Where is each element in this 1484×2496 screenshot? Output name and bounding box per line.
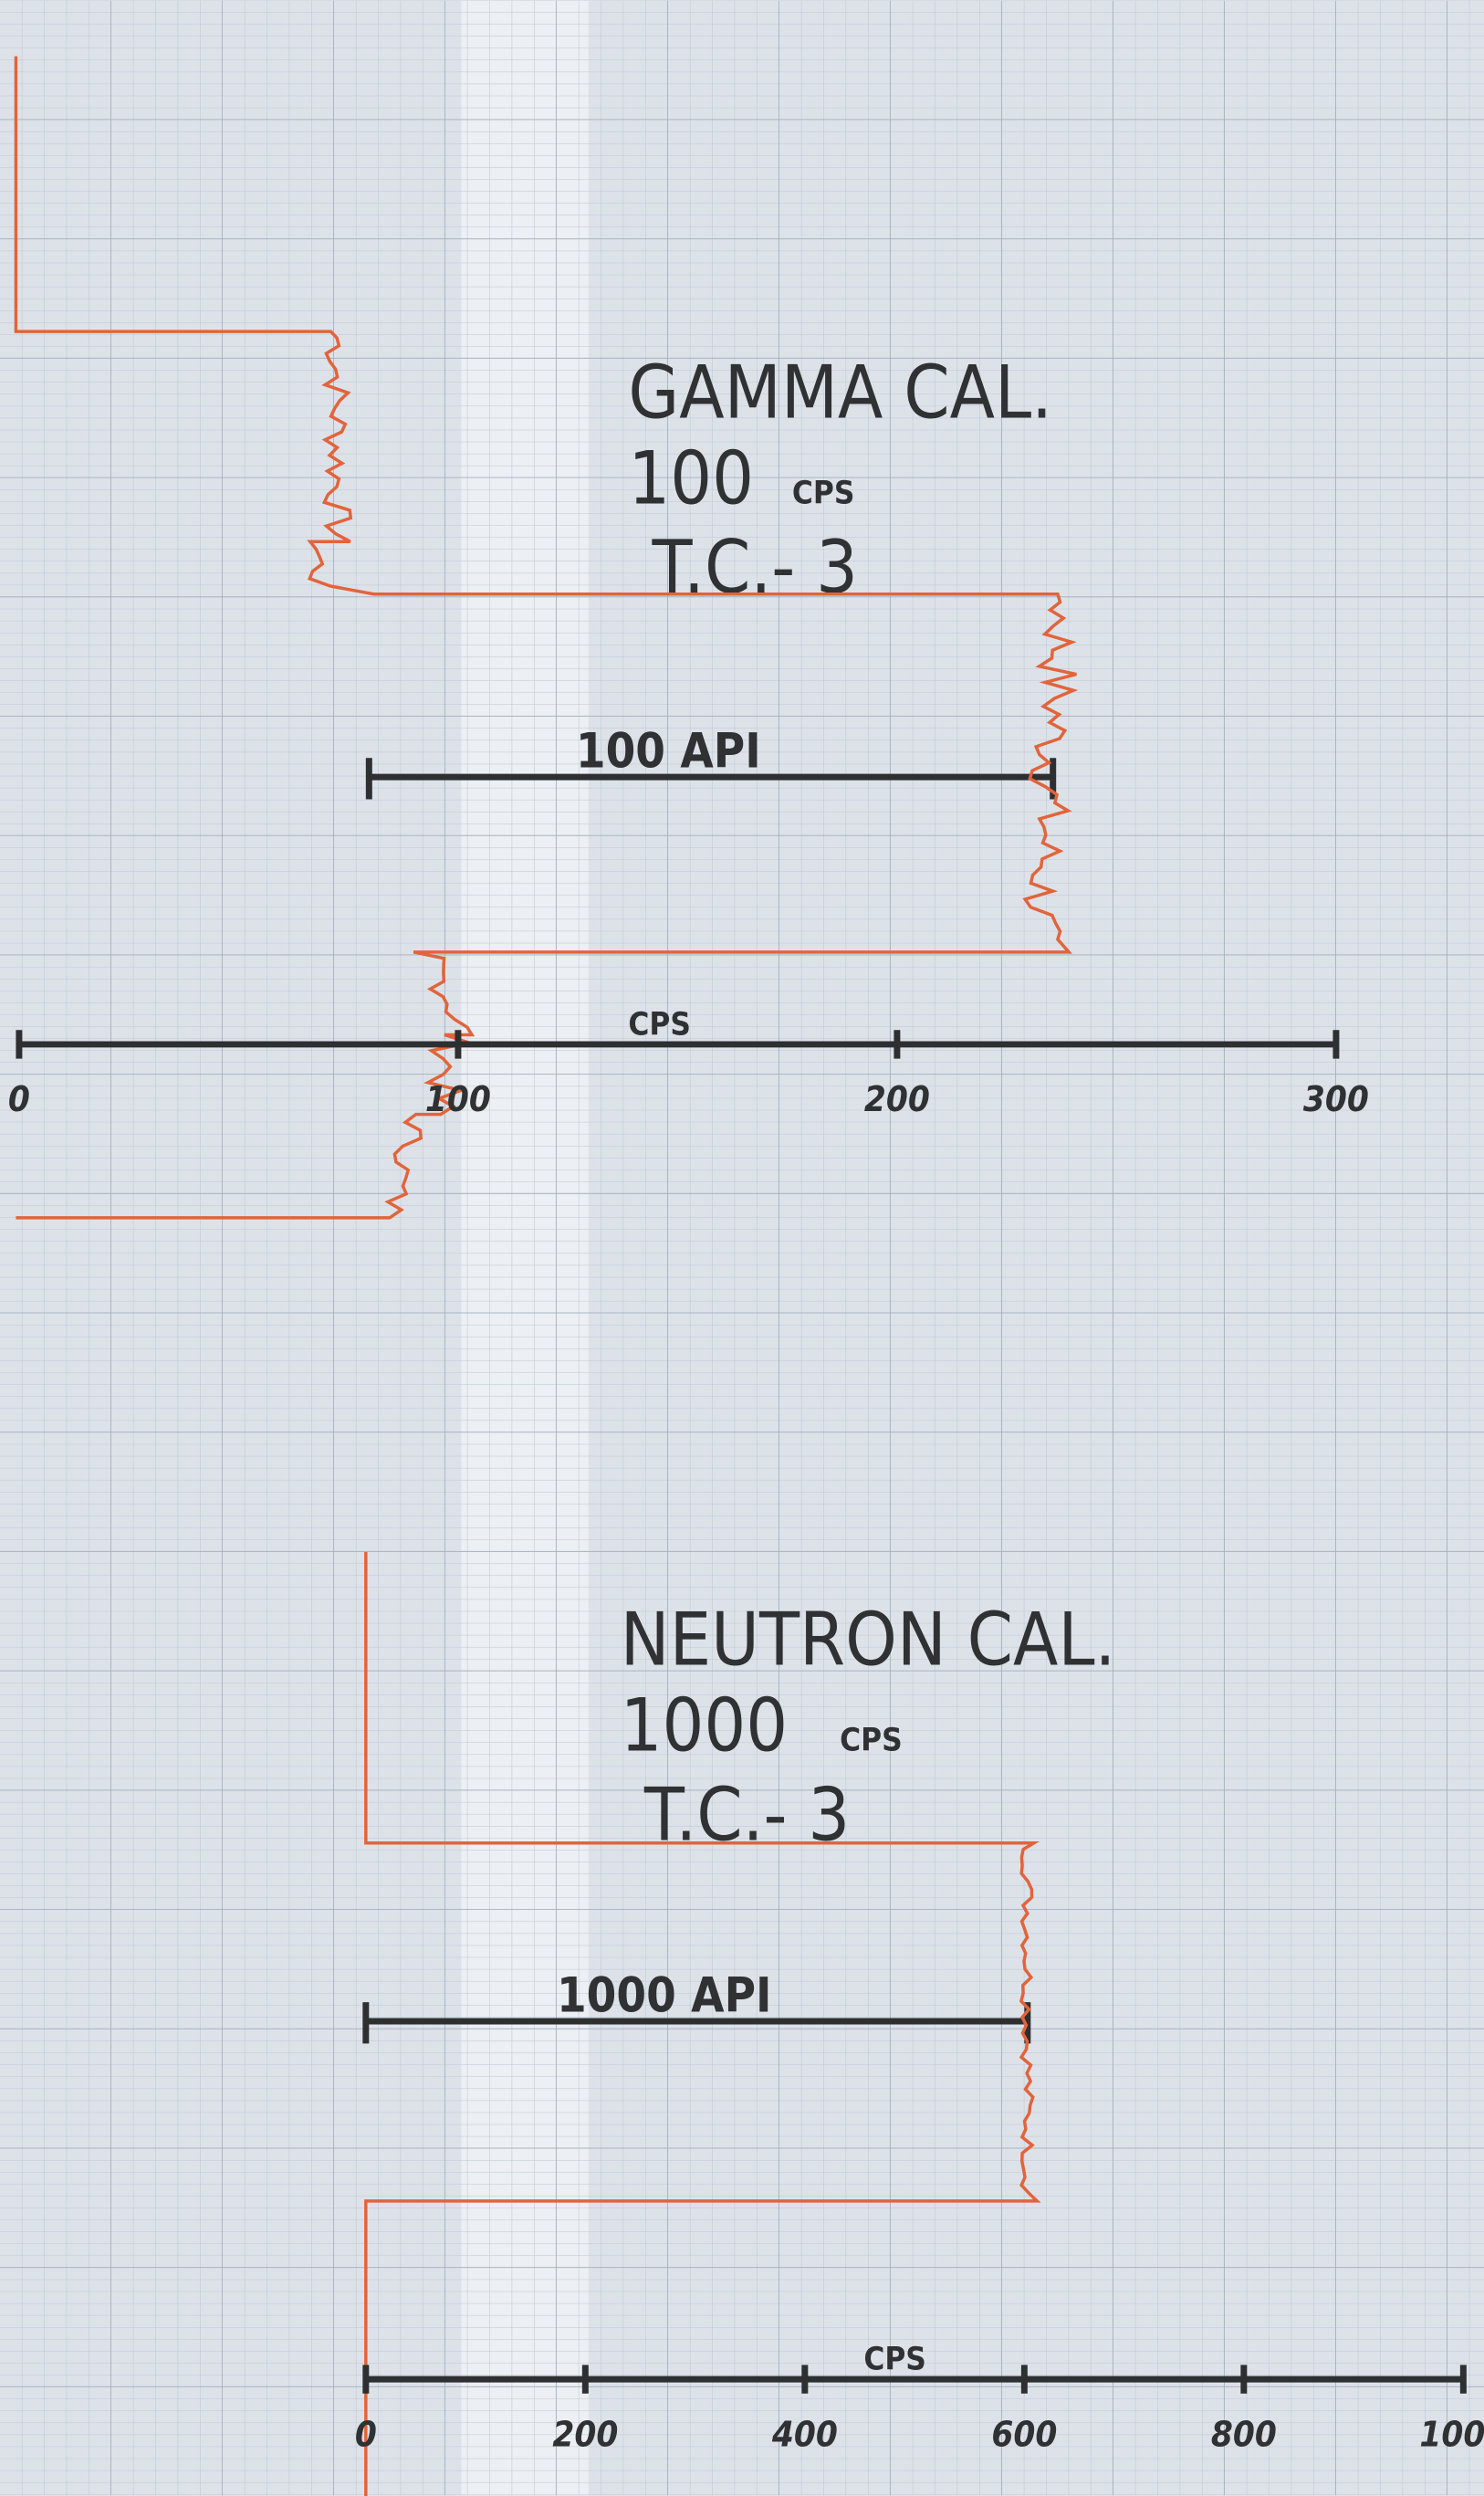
gamma-rate: 100	[628, 435, 754, 520]
tick-label: 800	[1211, 2414, 1277, 2455]
tick-label: 200	[552, 2414, 618, 2455]
axis-label: CPS	[863, 2342, 926, 2378]
tick-label: 100	[425, 1079, 491, 1120]
tick-label: 600	[991, 2414, 1057, 2455]
gamma-trace	[14, 56, 1079, 1220]
gamma-rate-unit: CPS	[792, 475, 855, 511]
gamma-api-label: 100 API	[576, 724, 761, 780]
tick-label: 300	[1303, 1079, 1369, 1120]
neutron-title: NEUTRON CAL.	[621, 1598, 1116, 1683]
tick-label: 200	[864, 1079, 930, 1120]
gamma-tc: T.C.- 3	[652, 525, 858, 610]
neutron-trace	[364, 1551, 1041, 2496]
tick-label: 0	[8, 1079, 30, 1120]
tick-label: 400	[771, 2414, 838, 2455]
tick-label: 0	[355, 2414, 377, 2455]
tick-label: 1000	[1419, 2414, 1484, 2455]
axis-label: CPS	[628, 1006, 691, 1043]
neutron-rate: 1000	[621, 1683, 788, 1768]
gamma-title: GAMMA CAL.	[628, 350, 1052, 435]
traces	[14, 56, 1079, 2496]
neutron-api-label: 1000 API	[557, 1968, 772, 2024]
neutron-rate-unit: CPS	[840, 1723, 903, 1759]
